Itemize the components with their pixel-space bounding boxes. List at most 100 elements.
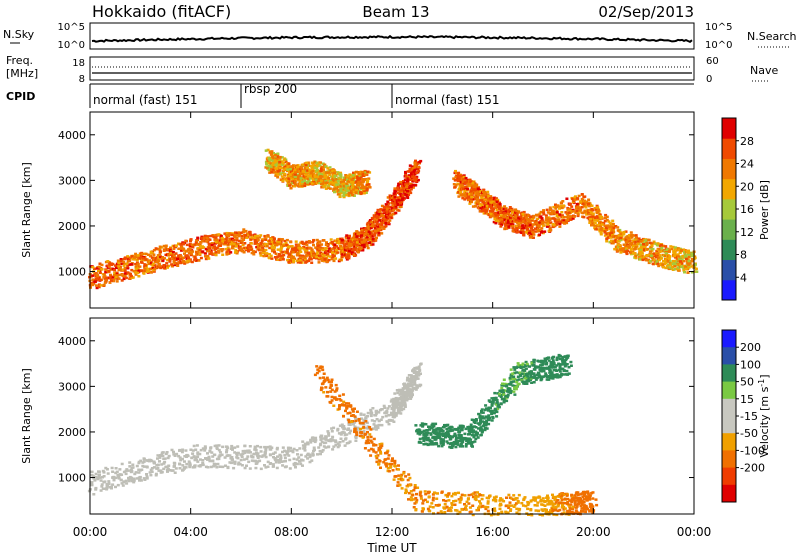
scatter-cell bbox=[605, 240, 609, 243]
scatter-cell bbox=[345, 184, 349, 187]
scatter-cell bbox=[236, 456, 240, 460]
scatter-cell bbox=[506, 211, 510, 214]
scatter-cell bbox=[243, 466, 247, 470]
scatter-cell bbox=[266, 148, 270, 152]
scatter-cell bbox=[280, 156, 284, 159]
scatter-cell bbox=[178, 467, 182, 470]
scatter-cell bbox=[468, 202, 472, 205]
scatter-cell bbox=[607, 220, 611, 223]
scatter-cell bbox=[358, 232, 362, 235]
scatter-cell bbox=[122, 264, 126, 267]
scatter-cell bbox=[538, 228, 542, 231]
scatter-cell bbox=[208, 459, 212, 463]
scatter-cell bbox=[147, 253, 150, 256]
scatter-cell bbox=[177, 261, 181, 264]
scatter-cell bbox=[245, 464, 248, 467]
scatter-cell bbox=[230, 246, 234, 250]
scatter-cell bbox=[316, 244, 320, 248]
scatter-cell bbox=[114, 275, 118, 279]
scatter-cell bbox=[554, 205, 558, 209]
scatter-cell bbox=[154, 474, 158, 477]
scatter-cell bbox=[110, 485, 113, 489]
scatter-cell bbox=[545, 225, 549, 228]
scatter-cell bbox=[290, 169, 294, 172]
scatter-cell bbox=[271, 159, 275, 162]
scatter-cell bbox=[457, 191, 461, 194]
scatter-cell bbox=[117, 277, 121, 280]
scatter-cell bbox=[511, 224, 515, 228]
scatter-cell bbox=[483, 191, 487, 194]
scatter-cell bbox=[131, 477, 134, 481]
scatter-cell bbox=[360, 173, 364, 176]
scatter-cell bbox=[207, 257, 211, 260]
scatter-cell bbox=[293, 173, 297, 176]
scatter-cell bbox=[310, 261, 314, 264]
scatter-cell bbox=[639, 250, 643, 254]
scatter-cell bbox=[210, 243, 214, 247]
scatter-cell bbox=[675, 260, 679, 263]
scatter-cell bbox=[134, 271, 138, 274]
scatter-cell bbox=[676, 253, 680, 256]
scatter-cell bbox=[288, 171, 291, 174]
scatter-cell bbox=[300, 172, 304, 175]
scatter-cell bbox=[667, 257, 671, 260]
scatter-cell bbox=[364, 229, 368, 233]
scatter-cell bbox=[391, 201, 395, 205]
scatter-cell bbox=[273, 246, 276, 249]
scatter-cell bbox=[228, 232, 232, 235]
scatter-cell bbox=[215, 444, 219, 447]
scatter-cell bbox=[226, 466, 230, 469]
scatter-cell bbox=[394, 211, 398, 215]
scatter-cell bbox=[336, 237, 340, 241]
scatter-cell bbox=[500, 223, 504, 226]
y-tick-label: 3000 bbox=[58, 174, 86, 187]
scatter-cell bbox=[169, 246, 172, 249]
scatter-cell bbox=[306, 177, 310, 181]
scatter-cell bbox=[323, 183, 327, 186]
scatter-cell bbox=[409, 188, 413, 191]
scatter-cell bbox=[493, 196, 497, 200]
scatter-cell bbox=[272, 171, 276, 174]
scatter-cell bbox=[278, 155, 282, 159]
scatter-cell bbox=[602, 227, 606, 231]
scatter-cell bbox=[351, 247, 355, 251]
scatter-cell bbox=[465, 185, 469, 188]
scatter-cell bbox=[360, 171, 364, 174]
scatter-cell bbox=[236, 445, 240, 448]
scatter-cell bbox=[123, 275, 127, 278]
scatter-cell bbox=[134, 471, 138, 474]
scatter-cell bbox=[667, 267, 671, 271]
scatter-cell bbox=[130, 479, 134, 483]
scatter-cell bbox=[634, 245, 638, 249]
scatter-cell bbox=[588, 216, 592, 219]
scatter-cell bbox=[110, 466, 114, 470]
scatter-cell bbox=[268, 246, 272, 250]
scatter-cell bbox=[299, 177, 303, 180]
scatter-cell bbox=[103, 281, 107, 284]
scatter-cell bbox=[317, 172, 321, 175]
scatter-cell bbox=[656, 248, 660, 251]
noise-left-label: N.Sky bbox=[3, 28, 35, 41]
scatter-cell bbox=[549, 228, 553, 232]
scatter-cell bbox=[485, 207, 489, 211]
scatter-cell bbox=[168, 258, 172, 261]
scatter-cell bbox=[464, 185, 468, 189]
scatter-cell bbox=[150, 459, 154, 463]
scatter-cell bbox=[567, 218, 570, 221]
scatter-cell bbox=[589, 211, 593, 214]
scatter-cell bbox=[590, 208, 594, 211]
scatter-cell bbox=[593, 221, 597, 225]
scatter-cell bbox=[597, 228, 601, 231]
scatter-cell bbox=[296, 177, 300, 181]
scatter-cell bbox=[614, 225, 618, 228]
scatter-cell bbox=[515, 230, 519, 234]
scatter-cell bbox=[632, 252, 636, 255]
scatter-cell bbox=[501, 218, 505, 221]
scatter-cell bbox=[149, 261, 153, 265]
scatter-cell bbox=[247, 250, 250, 253]
scatter-cell bbox=[337, 189, 341, 192]
scatter-cell bbox=[655, 259, 659, 263]
scatter-cell bbox=[219, 248, 223, 251]
scatter-cell bbox=[462, 174, 466, 177]
scatter-cell bbox=[163, 257, 166, 260]
